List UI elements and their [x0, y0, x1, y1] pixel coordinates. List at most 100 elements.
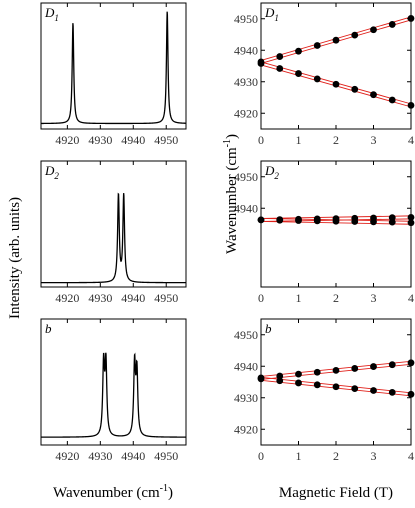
right-y-axis-title: Wavenumber (cm-1): [222, 134, 240, 254]
d2-zeeman-data-point: [295, 217, 302, 224]
b-zeeman-data-point: [388, 361, 396, 369]
b-zeeman-label-main: b: [265, 321, 272, 336]
d2-zeeman-label-sub: 2: [274, 171, 279, 181]
b-zeeman-data-point: [407, 390, 415, 398]
d1-spectrum-x-tick-label: 4930: [88, 133, 112, 147]
b-zeeman-panel: 0 1 2 3 4 b 4920 4930 4940 4950: [234, 318, 415, 463]
b-zeeman-data-point: [407, 359, 415, 367]
b-zeeman-y-tick-label: 4930: [234, 391, 258, 405]
b-spectrum-x-tick-label: 4950: [154, 449, 178, 463]
d2-zeeman-y-tick-label: 4940: [234, 201, 258, 215]
d1-zeeman-data-point: [370, 26, 377, 34]
d2-zeeman-x-tick-label: 0: [258, 291, 264, 305]
d2-spectrum-x-tick-label: 4930: [88, 291, 112, 305]
d2-spectrum-label: D2: [44, 163, 59, 181]
d2-spectrum-x-tick-label: 4920: [55, 291, 79, 305]
d1-zeeman-x-tick-label: 1: [296, 133, 302, 147]
d2-zeeman-data-point: [370, 218, 377, 226]
d2-zeeman-data-point: [351, 218, 359, 225]
b-zeeman-data-point: [370, 387, 377, 394]
d2-spectrum-x-tick-label: 4940: [121, 291, 145, 305]
d1-zeeman-data-point: [332, 80, 340, 88]
d2-zeeman-data-point: [257, 216, 265, 224]
b-spectrum-frame: [40, 318, 187, 446]
d1-zeeman-data-point: [276, 65, 284, 72]
left-x-axis-title-main: Wavenumber (cm: [53, 485, 160, 501]
b-spectrum-x-tick-label: 4920: [55, 449, 79, 463]
b-zeeman-data-point: [257, 375, 265, 383]
d1-zeeman-data-point: [295, 70, 302, 77]
b-zeeman-y-tick-label: 4920: [234, 422, 258, 436]
d2-zeeman-data-point: [407, 213, 415, 221]
d1-spectrum-spectrum-line: [41, 11, 187, 125]
b-zeeman-frame: [260, 318, 412, 446]
d2-zeeman-x-tick-label: 2: [333, 291, 339, 305]
d2-zeeman-data-point: [407, 219, 415, 227]
d1-zeeman-data-point: [313, 75, 321, 83]
b-zeeman-data-point: [351, 365, 359, 372]
d1-zeeman-y-tick-label: 4930: [234, 75, 258, 89]
b-zeeman-y-tick-label: 4950: [234, 328, 258, 342]
d2-spectrum-label-sub: 2: [54, 171, 59, 181]
d1-spectrum-x-tick-label: 4920: [55, 133, 79, 147]
d1-zeeman-data-point: [295, 47, 302, 55]
d1-zeeman-data-point: [257, 60, 265, 67]
b-zeeman-data-point: [313, 368, 321, 376]
b-zeeman-x-tick-label: 3: [371, 449, 377, 463]
d1-spectrum-label: D1: [44, 5, 59, 23]
b-spectrum-spectrum-line: [41, 352, 186, 438]
b-zeeman-data-point: [313, 381, 321, 389]
d1-spectrum-label-main: D: [44, 5, 55, 20]
d1-zeeman-data-point: [313, 42, 321, 49]
d2-zeeman-data-point: [332, 217, 340, 225]
d1-zeeman-y-tick-label: 4950: [234, 12, 258, 26]
d1-zeeman-data-point: [370, 91, 377, 99]
d1-zeeman-x-tick-label: 2: [333, 133, 339, 147]
b-zeeman-data-point: [332, 366, 340, 374]
d1-zeeman-data-point: [276, 53, 284, 60]
d1-zeeman-data-point: [351, 85, 359, 93]
b-zeeman-data-point: [295, 370, 302, 378]
d2-zeeman-x-tick-label: 1: [296, 291, 302, 305]
d2-zeeman-data-point: [276, 216, 284, 224]
d2-zeeman-data-point: [313, 217, 321, 225]
d2-zeeman-x-tick-label: 3: [371, 291, 377, 305]
b-zeeman-data-point: [388, 388, 396, 396]
right-y-axis-title-sup: -1: [222, 139, 233, 147]
d2-zeeman-data-point: [388, 218, 396, 226]
d1-spectrum-x-tick-label: 4950: [154, 133, 178, 147]
d1-spectrum-x-tick-label: 4940: [121, 133, 145, 147]
d1-zeeman-data-point: [388, 21, 396, 28]
b-zeeman-x-tick-label: 1: [296, 449, 302, 463]
b-zeeman-data-point: [351, 385, 359, 393]
d1-spectrum-frame: [40, 2, 187, 130]
d1-zeeman-y-tick-label: 4920: [234, 106, 258, 120]
b-zeeman-x-tick-label: 4: [408, 449, 414, 463]
d2-zeeman-x-tick-label: 4: [408, 291, 414, 305]
d1-zeeman-data-point: [332, 36, 340, 44]
d2-zeeman-label-main: D: [264, 163, 275, 178]
right-y-axis-title-close: ): [224, 134, 240, 139]
b-zeeman-label: b: [265, 321, 272, 336]
b-spectrum-label-main: b: [45, 321, 52, 336]
b-zeeman-data-point: [276, 372, 284, 380]
left-x-axis-title: Wavenumber (cm-1): [53, 483, 173, 501]
d1-zeeman-frame: [260, 2, 412, 130]
b-spectrum-panel: 4920 4930 4940 4950 b: [40, 318, 187, 463]
d1-zeeman-label-main: D: [264, 5, 275, 20]
b-zeeman-data-point: [276, 377, 284, 385]
d2-zeeman-label: D2: [264, 163, 279, 181]
left-x-axis-title-sup: -1: [160, 483, 168, 494]
left-y-axis-title: Intensity (arb. units): [7, 197, 23, 319]
b-zeeman-y-tick-label: 4940: [234, 359, 258, 373]
b-zeeman-data-point: [370, 363, 377, 370]
d1-zeeman-data-point: [351, 31, 359, 39]
d1-zeeman-x-tick-label: 0: [258, 133, 264, 147]
d2-spectrum-label-main: D: [44, 163, 55, 178]
d1-zeeman-label: D1: [264, 5, 279, 23]
b-spectrum-x-tick-label: 4940: [121, 449, 145, 463]
d1-spectrum-panel: 4920 4930 4940 4950 D1: [40, 2, 187, 147]
b-spectrum-label: b: [45, 321, 52, 336]
